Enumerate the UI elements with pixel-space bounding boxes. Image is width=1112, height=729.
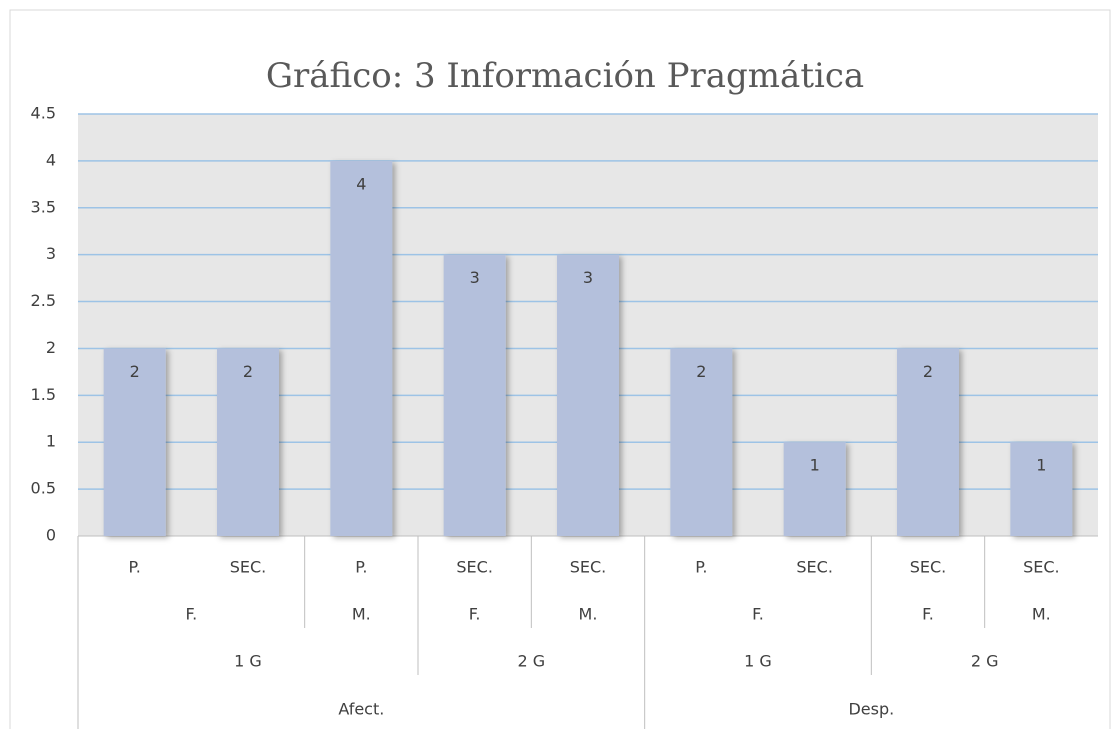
y-tick-label: 4.5 (31, 104, 56, 123)
x-tick-label: SEC. (456, 558, 493, 577)
group-label: M. (579, 605, 598, 624)
group-label: F. (752, 605, 764, 624)
data-label: 3 (583, 268, 593, 287)
group-label: 2 G (517, 652, 545, 671)
x-tick-label: P. (129, 558, 141, 577)
group-label: F. (185, 605, 197, 624)
y-tick-label: 2.5 (31, 291, 56, 310)
bar (103, 348, 166, 536)
y-tick-label: 1.5 (31, 385, 56, 404)
data-label: 2 (243, 362, 253, 381)
y-tick-label: 4 (46, 150, 56, 169)
group-label: 1 G (234, 652, 262, 671)
data-label: 1 (1036, 456, 1046, 475)
bar (1010, 442, 1073, 536)
bar (670, 348, 733, 536)
group-label: F. (469, 605, 481, 624)
group-label: Desp. (848, 700, 894, 719)
y-tick-label: 1 (46, 432, 56, 451)
bar (443, 254, 506, 536)
group-label: M. (352, 605, 371, 624)
y-tick-label: 3.5 (31, 197, 56, 216)
bar (557, 254, 619, 536)
bar (783, 442, 846, 536)
x-tick-label: P. (695, 558, 707, 577)
x-tick-label: SEC. (910, 558, 947, 577)
x-tick-label: SEC. (1023, 558, 1060, 577)
bar (217, 348, 279, 536)
data-label: 1 (810, 456, 820, 475)
bar (330, 160, 393, 536)
y-tick-label: 3 (46, 244, 56, 263)
data-label: 2 (130, 362, 140, 381)
group-label: Afect. (338, 700, 384, 719)
x-tick-label: SEC. (796, 558, 833, 577)
data-label: 2 (923, 362, 933, 381)
data-label: 4 (356, 174, 366, 193)
bar (897, 348, 959, 536)
data-label: 2 (696, 362, 706, 381)
x-tick-label: SEC. (230, 558, 267, 577)
data-label: 3 (470, 268, 480, 287)
group-label: F. (922, 605, 934, 624)
y-tick-label: 0 (46, 526, 56, 545)
y-tick-label: 0.5 (31, 479, 56, 498)
group-label: 2 G (971, 652, 999, 671)
group-label: M. (1032, 605, 1051, 624)
y-tick-label: 2 (46, 338, 56, 357)
x-tick-label: SEC. (570, 558, 607, 577)
x-tick-label: P. (355, 558, 367, 577)
chart-title: Gráfico: 3 Información Pragmática (266, 56, 864, 96)
group-label: 1 G (744, 652, 772, 671)
